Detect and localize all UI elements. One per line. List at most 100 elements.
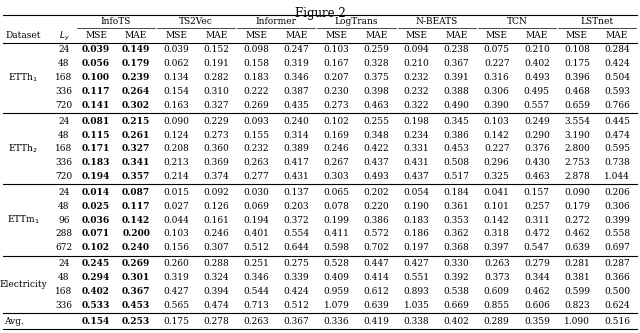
Text: 0.103: 0.103	[324, 45, 349, 54]
Text: 0.474: 0.474	[604, 131, 630, 140]
Text: 0.823: 0.823	[564, 301, 589, 310]
Text: 0.199: 0.199	[324, 216, 349, 225]
Text: 0.409: 0.409	[324, 273, 349, 282]
Text: 0.194: 0.194	[82, 172, 110, 181]
Text: 0.100: 0.100	[82, 73, 110, 82]
Text: 0.424: 0.424	[604, 59, 630, 68]
Text: 0.284: 0.284	[604, 45, 630, 54]
Text: LogTrans: LogTrans	[335, 17, 378, 26]
Text: 0.424: 0.424	[284, 287, 309, 296]
Text: 0.134: 0.134	[163, 73, 189, 82]
Text: ETTh$_1$: ETTh$_1$	[8, 71, 38, 84]
Text: 0.194: 0.194	[243, 216, 269, 225]
Text: MSE: MSE	[566, 32, 588, 41]
Text: 0.472: 0.472	[524, 229, 550, 238]
Text: 0.512: 0.512	[243, 243, 269, 252]
Text: 0.261: 0.261	[122, 131, 150, 140]
Text: 0.087: 0.087	[122, 188, 150, 197]
Text: 0.606: 0.606	[524, 301, 550, 310]
Text: MAE: MAE	[525, 32, 548, 41]
Text: InfoTS: InfoTS	[101, 17, 131, 26]
Text: 0.533: 0.533	[82, 301, 110, 310]
Text: 0.287: 0.287	[604, 259, 630, 268]
Text: 0.397: 0.397	[484, 243, 509, 252]
Text: 0.314: 0.314	[284, 131, 309, 140]
Text: 0.381: 0.381	[564, 273, 590, 282]
Text: 0.251: 0.251	[243, 259, 269, 268]
Text: 0.229: 0.229	[204, 117, 229, 126]
Text: 0.391: 0.391	[444, 73, 470, 82]
Text: 0.538: 0.538	[444, 287, 470, 296]
Text: MSE: MSE	[165, 32, 187, 41]
Text: 0.202: 0.202	[364, 188, 389, 197]
Text: 0.157: 0.157	[524, 188, 550, 197]
Text: 0.215: 0.215	[122, 117, 150, 126]
Text: 0.281: 0.281	[564, 259, 590, 268]
Text: 0.222: 0.222	[244, 87, 269, 96]
Text: 0.102: 0.102	[324, 117, 349, 126]
Text: 0.474: 0.474	[204, 301, 229, 310]
Text: 0.213: 0.213	[163, 158, 189, 167]
Text: 0.036: 0.036	[82, 216, 110, 225]
Text: 0.490: 0.490	[444, 101, 470, 110]
Text: 0.220: 0.220	[364, 202, 389, 211]
Text: 0.075: 0.075	[484, 45, 509, 54]
Text: 0.360: 0.360	[204, 145, 229, 154]
Text: Informer: Informer	[256, 17, 297, 26]
Text: 0.565: 0.565	[163, 301, 189, 310]
Text: 0.414: 0.414	[364, 273, 390, 282]
Text: 0.387: 0.387	[284, 87, 309, 96]
Text: 0.101: 0.101	[484, 202, 509, 211]
Text: 0.062: 0.062	[163, 59, 189, 68]
Text: 0.245: 0.245	[82, 259, 110, 268]
Text: 0.402: 0.402	[82, 287, 110, 296]
Text: 0.232: 0.232	[404, 87, 429, 96]
Text: 24: 24	[58, 45, 70, 54]
Text: 0.338: 0.338	[404, 317, 429, 326]
Text: 0.179: 0.179	[122, 59, 150, 68]
Text: 48: 48	[58, 202, 70, 211]
Text: 0.149: 0.149	[122, 45, 150, 54]
Text: 0.183: 0.183	[82, 158, 110, 167]
Text: 0.257: 0.257	[524, 202, 550, 211]
Text: 0.959: 0.959	[323, 287, 349, 296]
Text: Electricity: Electricity	[0, 280, 47, 289]
Text: 0.044: 0.044	[163, 216, 189, 225]
Text: 0.126: 0.126	[204, 202, 229, 211]
Text: 0.462: 0.462	[524, 287, 550, 296]
Text: 0.612: 0.612	[364, 287, 389, 296]
Text: MAE: MAE	[285, 32, 308, 41]
Text: 0.098: 0.098	[243, 45, 269, 54]
Text: 0.422: 0.422	[364, 145, 389, 154]
Text: 0.398: 0.398	[364, 87, 389, 96]
Text: 0.290: 0.290	[524, 131, 550, 140]
Text: 0.544: 0.544	[243, 287, 269, 296]
Text: 0.090: 0.090	[564, 188, 590, 197]
Text: MSE: MSE	[486, 32, 508, 41]
Text: 0.191: 0.191	[204, 59, 229, 68]
Text: 0.282: 0.282	[204, 73, 229, 82]
Text: 0.207: 0.207	[324, 73, 349, 82]
Text: 0.183: 0.183	[404, 216, 429, 225]
Text: MAE: MAE	[445, 32, 468, 41]
Text: 0.238: 0.238	[444, 45, 470, 54]
Text: 0.210: 0.210	[524, 45, 550, 54]
Text: 0.163: 0.163	[163, 101, 189, 110]
Text: 0.372: 0.372	[284, 216, 309, 225]
Text: 0.639: 0.639	[564, 243, 590, 252]
Text: 0.078: 0.078	[324, 202, 349, 211]
Text: 0.419: 0.419	[364, 317, 390, 326]
Text: 0.234: 0.234	[404, 131, 429, 140]
Text: 0.554: 0.554	[284, 229, 310, 238]
Text: 0.154: 0.154	[82, 317, 110, 326]
Text: 0.367: 0.367	[284, 317, 309, 326]
Text: 0.427: 0.427	[163, 287, 189, 296]
Text: 0.659: 0.659	[564, 101, 590, 110]
Text: 0.713: 0.713	[243, 301, 269, 310]
Text: 0.855: 0.855	[484, 301, 510, 310]
Text: 3.554: 3.554	[564, 117, 590, 126]
Text: 0.327: 0.327	[204, 101, 229, 110]
Text: 0.306: 0.306	[604, 202, 630, 211]
Text: 0.054: 0.054	[404, 188, 429, 197]
Text: 0.167: 0.167	[324, 59, 349, 68]
